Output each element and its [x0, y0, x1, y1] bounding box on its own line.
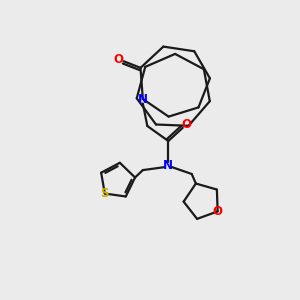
- Text: O: O: [213, 205, 223, 218]
- Text: O: O: [182, 118, 192, 131]
- Text: N: N: [163, 159, 173, 172]
- Text: S: S: [100, 187, 109, 200]
- Text: N: N: [138, 92, 148, 106]
- Text: O: O: [113, 52, 123, 66]
